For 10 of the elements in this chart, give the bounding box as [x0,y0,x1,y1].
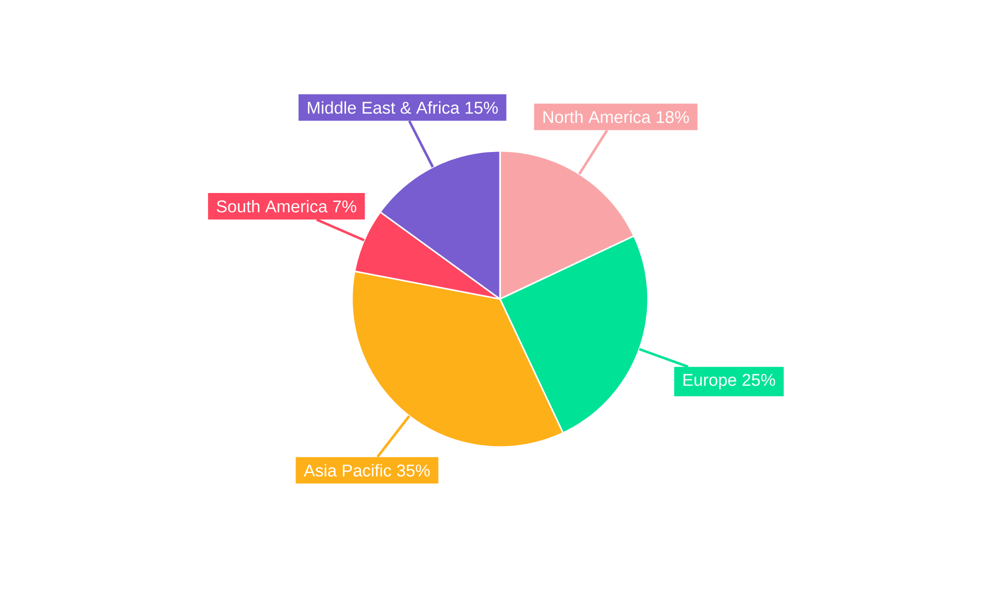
slice-label: South America [216,200,328,212]
data-label: 25% [742,374,776,386]
slice-label: Europe [684,374,736,390]
slice-label: North America [544,110,651,124]
data-label: 18% [656,111,689,124]
data-label: 35% [396,464,430,477]
slice-label: Middle East & Africa [308,101,460,114]
data-label: 15% [466,102,498,114]
data-label: 7% [333,200,356,212]
slice-label: Asia Pacific [304,464,392,477]
